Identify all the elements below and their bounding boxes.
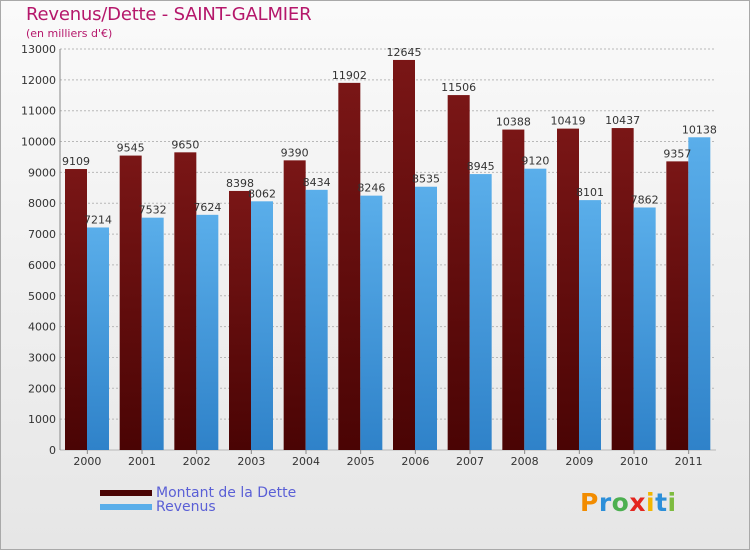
bar-dette (557, 128, 579, 450)
bar-revenus (360, 195, 383, 450)
y-tick-label: 13000 (21, 43, 56, 56)
bar-revenus (579, 200, 601, 450)
data-label: 9390 (281, 146, 309, 159)
legend-swatch-revenus (100, 504, 152, 510)
bar-dette (229, 190, 251, 451)
x-tick-label: 2009 (565, 455, 593, 468)
y-tick-label: 0 (49, 444, 56, 457)
data-label: 9545 (117, 142, 145, 155)
y-tick-label: 6000 (28, 259, 56, 272)
chart-title: Revenus/Dette - SAINT-GALMIER (26, 4, 312, 25)
legend-swatch-dette (100, 490, 152, 496)
logo-letter: i (646, 488, 656, 517)
x-tick-label: 2010 (620, 455, 648, 468)
data-label: 7214 (84, 213, 112, 226)
x-tick-label: 2001 (128, 455, 156, 468)
legend-label-revenus: Revenus (156, 499, 216, 515)
bar-revenus (633, 207, 656, 450)
bar-dette (393, 59, 415, 451)
chart-subtitle: (en milliers d'€) (26, 27, 113, 40)
bar-revenus (305, 189, 328, 450)
x-tick-label: 2003 (237, 455, 265, 468)
bar-revenus (141, 217, 164, 450)
logo-letter: x (629, 488, 646, 517)
bar-revenus (87, 227, 109, 450)
bar-revenus (688, 137, 711, 451)
bar-dette (611, 128, 634, 450)
logo-letter: r (598, 488, 612, 517)
data-label: 10419 (551, 115, 586, 128)
bar-dette (338, 82, 361, 450)
data-label: 7862 (631, 193, 659, 206)
y-tick-label: 5000 (28, 290, 56, 303)
legend-item-revenus: Revenus (100, 499, 296, 515)
data-label: 9650 (171, 138, 199, 151)
legend-label-dette: Montant de la Dette (156, 485, 297, 501)
data-label: 8535 (412, 173, 440, 186)
bar-dette (65, 169, 87, 450)
legend-item-dette: Montant de la Dette (100, 485, 297, 501)
bar-dette (666, 161, 689, 450)
y-tick-label: 1000 (28, 413, 56, 426)
bar-revenus (415, 186, 437, 450)
bar-dette (447, 95, 470, 450)
data-label: 8246 (357, 182, 385, 195)
bar-dette (119, 155, 142, 450)
bar-revenus (196, 214, 219, 450)
bar-dette (283, 160, 306, 450)
x-tick-label: 2004 (292, 455, 320, 468)
data-label: 8101 (576, 186, 604, 199)
data-label: 12645 (387, 46, 422, 59)
y-tick-label: 7000 (28, 228, 56, 241)
data-label: 10138 (682, 123, 717, 136)
y-tick-label: 4000 (28, 321, 56, 334)
data-label: 7532 (139, 204, 167, 217)
data-label: 8062 (248, 187, 276, 200)
logo-letter: i (667, 488, 677, 517)
data-label: 7624 (193, 201, 221, 214)
y-tick-label: 3000 (28, 351, 56, 364)
x-tick-label: 2005 (347, 455, 375, 468)
y-tick-label: 9000 (28, 166, 56, 179)
data-label: 11506 (441, 81, 476, 94)
data-label: 10388 (496, 116, 531, 129)
bar-revenus (524, 168, 547, 450)
x-tick-label: 2000 (73, 455, 101, 468)
logo-letter: P (580, 488, 599, 517)
x-tick-label: 2008 (511, 455, 539, 468)
data-label: 9120 (521, 155, 549, 168)
data-label: 8945 (467, 160, 495, 173)
x-tick-label: 2002 (183, 455, 211, 468)
y-tick-label: 2000 (28, 382, 56, 395)
bar-revenus (251, 201, 273, 450)
y-tick-label: 8000 (28, 197, 56, 210)
x-tick-label: 2011 (675, 455, 703, 468)
y-tick-label: 12000 (21, 74, 56, 87)
data-label: 8398 (226, 177, 254, 190)
logo-letter: o (611, 488, 630, 517)
proxiti-logo: Proxiti (580, 488, 677, 517)
bar-dette (174, 152, 197, 451)
y-tick-label: 10000 (21, 136, 56, 149)
bar-revenus (469, 174, 492, 450)
data-label: 9109 (62, 155, 90, 168)
data-label: 11902 (332, 69, 367, 82)
data-label: 8434 (303, 176, 331, 189)
data-label: 9357 (663, 147, 691, 160)
logo-letter: t (655, 488, 668, 517)
data-label: 10437 (605, 114, 640, 127)
legend: Montant de la Dette Revenus (100, 485, 297, 515)
y-tick-label: 11000 (21, 105, 56, 118)
x-tick-label: 2006 (401, 455, 429, 468)
x-tick-label: 2007 (456, 455, 484, 468)
bar-dette (502, 129, 525, 450)
